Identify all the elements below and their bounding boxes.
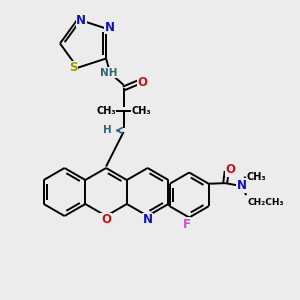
Text: N: N <box>105 21 115 34</box>
Text: CH₂CH₃: CH₂CH₃ <box>248 198 284 207</box>
Text: N: N <box>237 179 247 192</box>
Text: S: S <box>69 61 78 74</box>
Text: CH₃: CH₃ <box>131 106 151 116</box>
Text: N: N <box>76 14 86 27</box>
Text: CH₃: CH₃ <box>96 106 116 116</box>
Text: NH: NH <box>100 68 117 78</box>
Text: H: H <box>103 125 111 136</box>
Text: O: O <box>225 164 235 176</box>
Text: F: F <box>183 218 191 231</box>
Text: N: N <box>142 213 153 226</box>
Text: CH₃: CH₃ <box>247 172 266 182</box>
Text: O: O <box>137 76 147 89</box>
Text: O: O <box>101 213 111 226</box>
